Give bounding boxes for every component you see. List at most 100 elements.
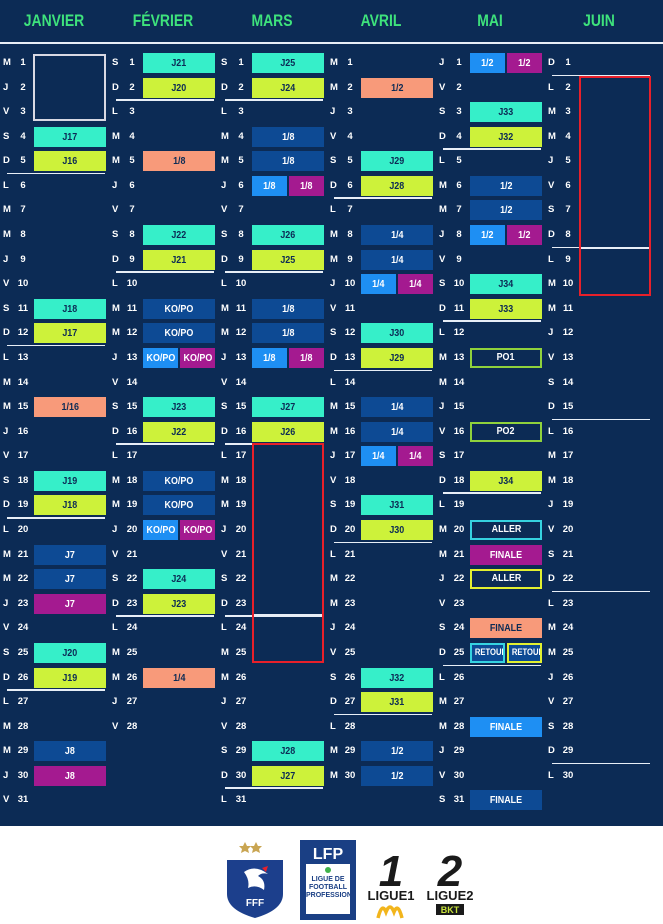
match-badge: J7 [34,593,106,614]
day-number: 13 [126,351,138,363]
weekday-letter: J [439,573,445,585]
match-badge: RETOUR [470,642,505,663]
day-number: 13 [344,351,356,363]
weekday-letter: M [3,745,11,757]
day-number: 10 [453,278,465,290]
weekday-letter: S [439,450,446,462]
day-number: 27 [17,696,29,708]
svg-text:BKT: BKT [441,905,460,915]
week-separator [443,492,541,494]
match-badge: J22 [143,421,215,442]
day-number: 6 [456,179,462,191]
match-badge: 1/2 [361,77,433,98]
day-number: 20 [562,524,574,536]
match-badge: KO/PO [143,470,215,491]
day-number: 27 [453,696,465,708]
highlight-box-january [33,54,106,121]
day-number: 24 [126,622,138,634]
day-number: 16 [562,425,574,437]
weekday-letter: D [3,499,10,511]
day-row: M 18 [548,469,654,493]
match-badge: J16 [34,151,106,172]
week-separator [225,99,323,101]
day-number: 19 [344,499,356,511]
day-number: 15 [344,401,356,413]
weekday-letter: S [330,671,337,683]
weekday-letter: M [548,646,556,658]
match-badge: J23 [143,593,215,614]
day-row: J 16 [3,420,109,444]
match-badge: J30 [361,520,433,541]
weekday-letter: M [548,106,556,118]
day-number: 27 [235,696,247,708]
match-badge: J34 [470,470,542,491]
weekday-letter: V [3,622,10,634]
day-number: 1 [347,57,353,68]
day-number: 14 [562,376,574,388]
day-number: 30 [235,769,247,781]
month-header-1: FÉVRIER [132,11,194,30]
day-row: D 12 [3,321,109,345]
day-number: 9 [20,253,26,265]
weekday-letter: L [548,253,554,265]
weekday-letter: S [112,573,119,585]
day-number: 24 [17,622,29,634]
day-row: M 11 [548,297,654,321]
day-row: V 11 [330,297,436,321]
day-number: 31 [235,794,247,806]
day-number: 14 [17,376,29,388]
day-row: V 28 [221,715,327,739]
weekday-letter: V [439,253,446,265]
day-row: M 16 [330,420,436,444]
day-row: M 23 [330,592,436,616]
weekday-letter: J [112,524,118,536]
day-number: 14 [453,376,465,388]
weekday-letter: S [439,794,446,806]
day-row: M 22 [330,567,436,591]
weekday-letter: M [330,597,338,609]
day-number: 18 [235,474,247,486]
match-badge: 1/8 [252,126,324,147]
week-separator [443,664,541,666]
match-badge: 1/8 [252,175,287,196]
weekday-letter: J [330,278,336,290]
day-number: 16 [235,425,247,437]
weekday-letter: V [3,106,10,118]
day-number: 23 [562,597,574,609]
day-row: M 21 [439,543,545,567]
day-number: 30 [562,769,574,781]
day-row: V 27 [548,690,654,714]
day-row: V 21 [221,543,327,567]
day-number: 9 [238,253,244,265]
day-row: L 28 [330,715,436,739]
match-badge: J19 [34,470,106,491]
day-number: 21 [344,548,356,560]
day-row: V 25 [330,641,436,665]
day-number: 23 [126,597,138,609]
fff-logo: FFF [227,842,283,918]
day-number: 5 [129,155,135,167]
weekday-letter: J [439,401,445,413]
day-number: 6 [238,179,244,191]
day-number: 2 [20,81,26,93]
day-number: 6 [129,179,135,191]
weekday-letter: J [112,351,118,363]
day-row: L 24 [112,616,218,640]
day-number: 8 [129,229,135,241]
weekday-letter: J [112,179,118,191]
day-number: 25 [344,646,356,658]
day-row: L 10 [221,272,327,296]
day-number: 18 [453,474,465,486]
week-separator [552,590,650,593]
weekday-letter: M [330,81,338,93]
day-number: 9 [565,253,571,265]
